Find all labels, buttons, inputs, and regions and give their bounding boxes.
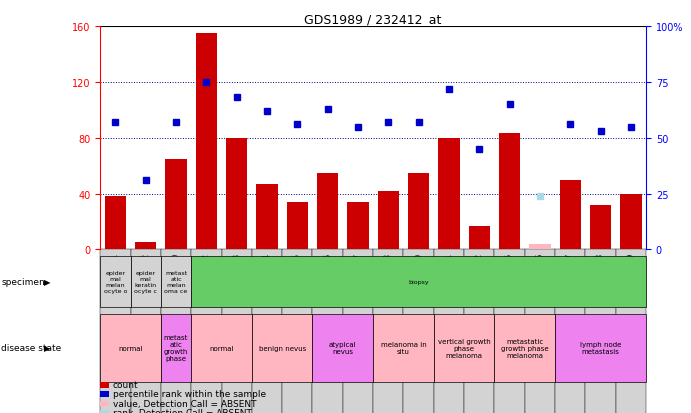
Text: lymph node
metastasis: lymph node metastasis xyxy=(580,342,621,354)
Bar xyxy=(348,202,368,250)
Bar xyxy=(555,250,585,413)
Bar xyxy=(196,34,217,250)
Bar xyxy=(256,184,278,250)
Bar xyxy=(222,250,252,413)
Bar xyxy=(226,138,247,250)
Text: metastatic
growth phase
melanoma: metastatic growth phase melanoma xyxy=(501,338,549,358)
Text: melanoma in
situ: melanoma in situ xyxy=(381,342,426,354)
Bar xyxy=(495,250,524,413)
Bar xyxy=(408,173,429,250)
Bar xyxy=(468,226,490,250)
Text: atypical
nevus: atypical nevus xyxy=(329,342,357,354)
Bar xyxy=(404,250,434,413)
Bar xyxy=(317,173,339,250)
Bar xyxy=(621,194,641,250)
Text: normal: normal xyxy=(209,345,234,351)
Bar xyxy=(131,250,161,413)
Bar xyxy=(282,250,312,413)
Text: metast
atic
melan
oma ce: metast atic melan oma ce xyxy=(164,271,188,293)
Bar xyxy=(438,138,460,250)
Text: value, Detection Call = ABSENT: value, Detection Call = ABSENT xyxy=(113,399,256,408)
Text: normal: normal xyxy=(118,345,143,351)
Bar xyxy=(529,244,551,250)
Text: count: count xyxy=(113,380,138,389)
Text: specimen: specimen xyxy=(1,278,45,286)
Bar xyxy=(252,250,282,413)
Bar xyxy=(434,250,464,413)
Bar xyxy=(312,250,343,413)
Bar xyxy=(373,250,404,413)
Text: metast
atic
growth
phase: metast atic growth phase xyxy=(164,335,188,361)
Bar xyxy=(191,250,222,413)
Bar xyxy=(616,250,646,413)
Text: benign nevus: benign nevus xyxy=(258,345,306,351)
Bar xyxy=(524,250,555,413)
Bar xyxy=(378,191,399,250)
Text: ▶: ▶ xyxy=(44,344,50,352)
Text: vertical growth
phase
melanoma: vertical growth phase melanoma xyxy=(437,338,491,358)
Bar xyxy=(161,250,191,413)
Bar xyxy=(560,180,581,250)
Bar xyxy=(100,250,131,413)
Bar xyxy=(464,250,495,413)
Text: rank, Detection Call = ABSENT: rank, Detection Call = ABSENT xyxy=(113,408,252,413)
Title: GDS1989 / 232412_at: GDS1989 / 232412_at xyxy=(305,13,442,26)
Bar xyxy=(165,159,187,250)
Bar xyxy=(343,250,373,413)
Text: disease state: disease state xyxy=(1,344,61,352)
Text: epider
mal
melan
ocyte o: epider mal melan ocyte o xyxy=(104,271,127,293)
Bar xyxy=(105,197,126,250)
Text: epider
mal
keratin
ocyte c: epider mal keratin ocyte c xyxy=(134,271,157,293)
Bar xyxy=(590,205,612,250)
Text: biopsy: biopsy xyxy=(408,279,429,285)
Text: percentile rank within the sample: percentile rank within the sample xyxy=(113,389,266,399)
Bar xyxy=(287,202,308,250)
Bar xyxy=(135,243,156,250)
Bar xyxy=(499,134,520,250)
Bar xyxy=(585,250,616,413)
Text: ▶: ▶ xyxy=(44,278,50,286)
